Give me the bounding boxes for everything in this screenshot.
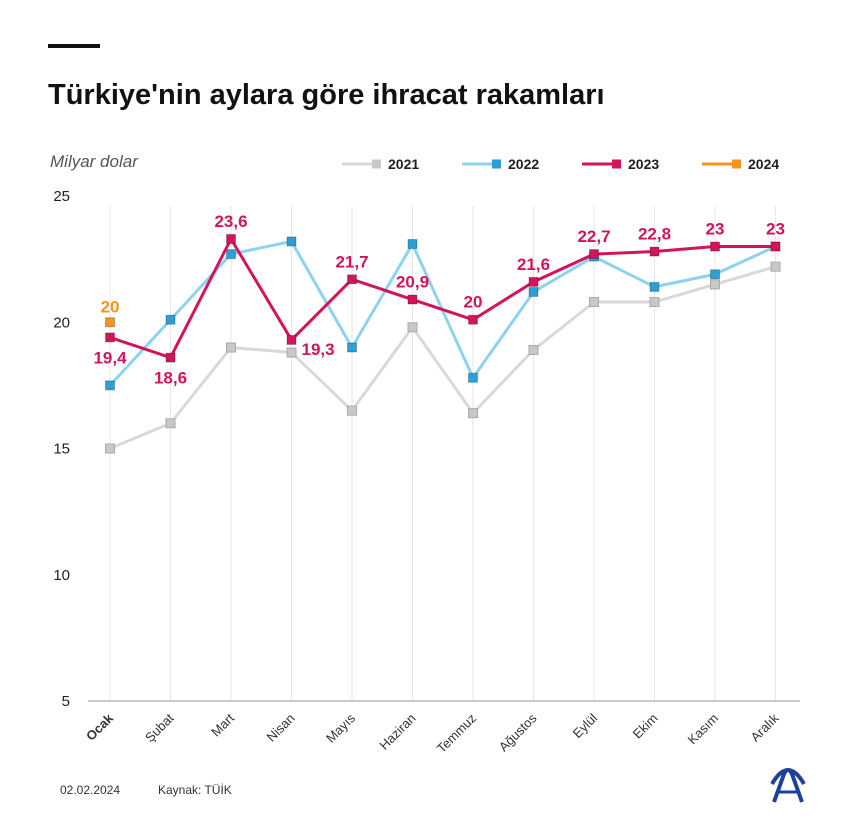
legend-marker-2021 [372,159,381,169]
x-tick-label: Mayıs [323,710,358,745]
point-2022 [226,249,236,260]
data-label-2023: 19,3 [302,340,335,359]
aa-logo [770,768,806,803]
point-2022 [468,372,478,383]
point-2021 [649,297,660,308]
y-axis-unit: Milyar dolar [50,152,139,171]
x-tick-label: Ağustos [496,710,540,754]
legend-label-2021: 2021 [388,156,419,172]
x-tick-label: Kasım [684,711,721,748]
point-2023 [710,241,720,252]
point-2021 [407,322,418,333]
point-2021 [105,443,115,454]
data-label-2023: 19,4 [93,348,127,367]
point-2022 [347,342,357,353]
point-2021 [770,261,781,272]
point-2023 [105,332,115,343]
data-label-2023: 21,7 [335,252,368,271]
point-2023 [770,241,781,252]
point-2023 [165,352,176,363]
legend-label-2022: 2022 [508,156,539,172]
point-2023 [347,274,357,285]
point-2021 [165,418,176,429]
point-2022 [286,236,297,247]
legend-label-2023: 2023 [628,156,659,172]
point-2022 [407,238,418,249]
data-label-2023: 23 [706,220,725,239]
x-tick-label: Temmuz [434,711,479,756]
legend-marker-2023 [612,159,621,169]
legend-label-2024: 2024 [748,156,779,172]
data-label-2024: 20 [101,297,120,316]
point-2022 [105,380,115,391]
x-tick-label: Eylül [570,710,601,741]
data-label-2023: 18,6 [154,369,187,388]
data-label-2023: 21,6 [517,255,550,274]
point-2021 [528,345,539,356]
point-2023 [226,233,236,244]
point-2022 [649,281,660,292]
legend-marker-2022 [492,159,501,169]
series-line-2022 [108,239,777,387]
x-tick-label: Ocak [83,710,117,744]
point-2023 [407,294,418,305]
chart-title: Türkiye'nin aylara göre ihracat rakamlar… [48,79,605,111]
title-accent-bar [48,44,100,48]
x-tick-label: Şubat [142,710,177,745]
x-tick-label: Mart [208,710,237,739]
point-2021 [468,408,478,419]
point-2021 [710,279,720,290]
legend-marker-2024 [732,159,741,169]
data-label-2023: 23 [766,220,785,239]
point-2022 [528,286,539,297]
y-tick-label: 15 [53,441,70,458]
y-tick-label: 5 [62,693,70,710]
point-2024 [105,317,115,328]
point-2023 [468,314,478,325]
point-2022 [710,269,720,280]
data-label-2023: 20,9 [396,273,429,292]
point-2023 [589,249,599,260]
series-line-2023 [109,237,776,360]
footer-date: 02.02.2024 [60,783,120,797]
data-label-2023: 22,7 [577,227,610,246]
point-2021 [589,297,599,308]
series-line-2021 [109,265,776,450]
point-2023 [649,246,660,257]
y-tick-label: 10 [53,567,70,584]
y-tick-label: 20 [53,314,70,331]
point-2021 [347,405,357,416]
point-2023 [286,334,297,345]
x-tick-label: Ekim [630,711,661,742]
footer-source: Kaynak: TÜİK [158,783,232,797]
point-2021 [286,347,297,358]
data-label-2023: 20 [464,293,483,312]
data-label-2023: 23,6 [214,212,247,231]
x-tick-label: Aralık [748,710,782,744]
data-label-2023: 22,8 [638,225,671,244]
point-2022 [165,314,176,325]
point-2023 [528,276,539,287]
x-tick-label: Nisan [264,711,298,745]
x-tick-label: Haziran [376,711,418,753]
y-tick-label: 25 [53,188,70,205]
point-2021 [226,342,236,353]
